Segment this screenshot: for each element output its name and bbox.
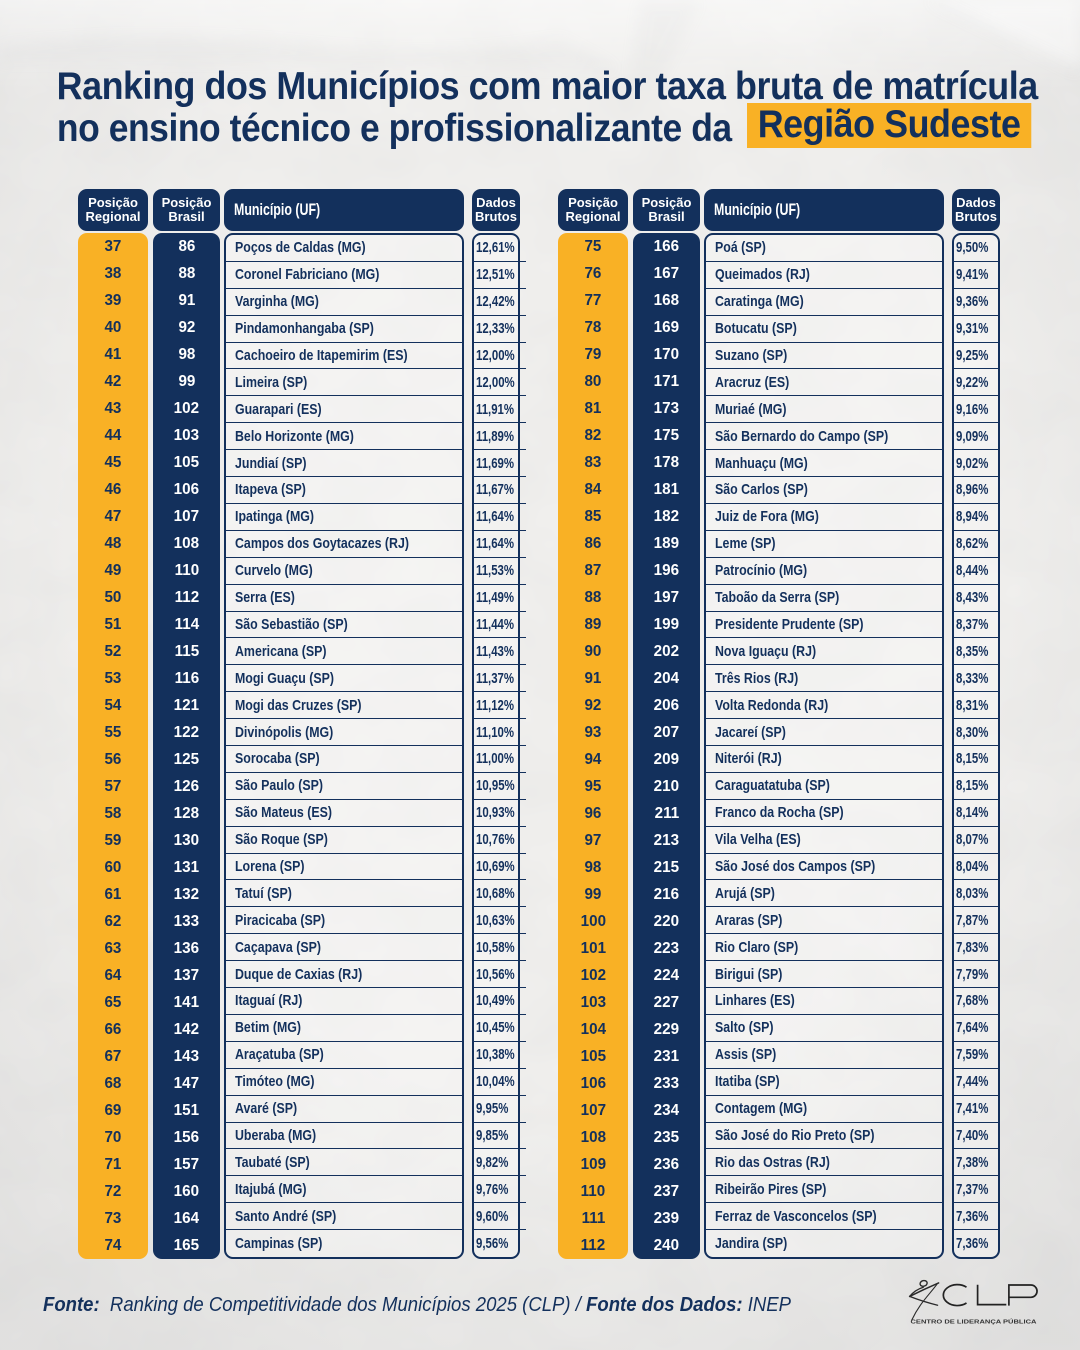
svg-text:CENTRO DE LIDERANÇA PÚBLICA: CENTRO DE LIDERANÇA PÚBLICA [911, 1318, 1038, 1325]
